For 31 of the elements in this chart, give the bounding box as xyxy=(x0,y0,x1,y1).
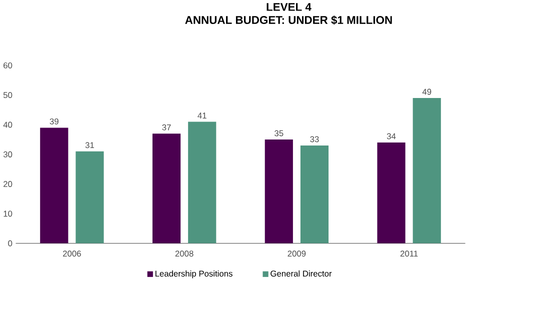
y-tick-label: 20 xyxy=(4,180,12,187)
data-label: 37 xyxy=(162,124,171,130)
x-tick-label: 2006 xyxy=(63,250,81,256)
y-tick-label: 60 xyxy=(4,62,12,68)
data-label: 41 xyxy=(198,112,206,118)
bar xyxy=(377,142,406,244)
y-tick-label: 40 xyxy=(3,122,12,128)
chart-title: LEVEL 4 xyxy=(266,2,312,11)
legend-label: Leadership Positions xyxy=(156,270,232,278)
bar xyxy=(76,151,104,244)
bar xyxy=(300,145,329,244)
legend-label: General Director xyxy=(270,270,332,276)
x-tick-label: 2011 xyxy=(400,250,418,256)
data-label: 39 xyxy=(50,118,58,124)
bar xyxy=(152,133,181,244)
x-tick-label: 2009 xyxy=(288,250,306,256)
bar xyxy=(40,127,68,244)
y-tick-label: 50 xyxy=(3,92,12,98)
y-tick-label: 10 xyxy=(4,210,12,216)
y-tick-label: 30 xyxy=(3,151,12,158)
data-label: 31 xyxy=(85,142,94,148)
bar xyxy=(264,139,293,244)
chart-subtitle: ANNUAL BUDGET: UNDER $1 MILLION xyxy=(185,15,392,24)
data-label: 34 xyxy=(386,133,396,140)
bar xyxy=(412,98,441,244)
y-tick-label: 0 xyxy=(8,240,12,246)
data-label: 35 xyxy=(274,130,284,136)
data-label: 33 xyxy=(310,136,319,142)
bar xyxy=(188,122,216,244)
data-label: 49 xyxy=(422,88,432,95)
x-tick-label: 2008 xyxy=(175,250,194,256)
